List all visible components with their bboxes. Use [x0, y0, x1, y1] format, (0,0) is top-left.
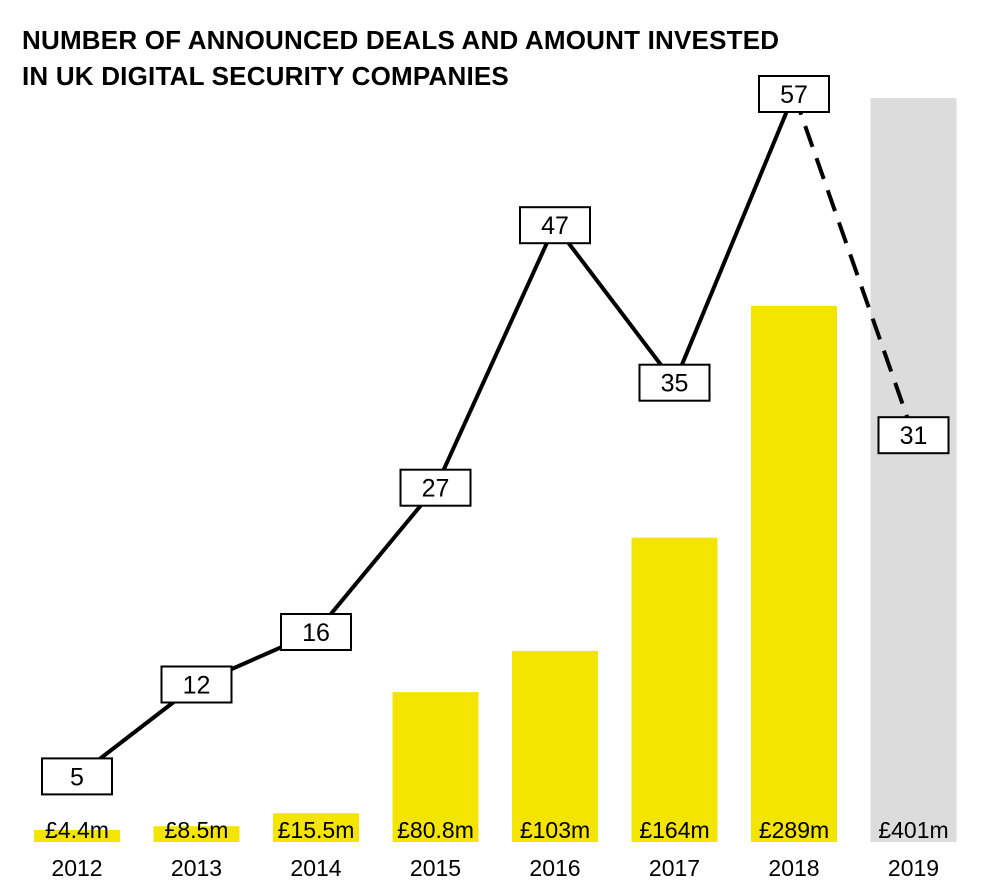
line-segment-2018-2019 — [792, 93, 916, 436]
bar-2018 — [751, 305, 837, 842]
point-box-2015 — [399, 468, 472, 507]
point-box-2017 — [638, 363, 711, 402]
x-tick-2017: 2017 — [649, 855, 700, 881]
chart-title-line-1: NUMBER OF ANNOUNCED DEALS AND AMOUNT INV… — [22, 25, 780, 55]
bar-2019 — [870, 98, 957, 842]
x-tick-2018: 2018 — [768, 855, 819, 881]
bars — [34, 98, 957, 842]
bar-label-2016: £103m — [520, 817, 590, 843]
x-tick-2019: 2019 — [888, 855, 939, 881]
point-2012: 5 — [41, 757, 113, 796]
line-segment-2016-2017 — [553, 223, 677, 384]
point-box-2014 — [280, 613, 352, 651]
point-2016: 47 — [519, 206, 591, 245]
point-box-2016 — [519, 206, 591, 245]
line-segment-2014-2015 — [314, 486, 438, 634]
x-tick-2015: 2015 — [410, 855, 461, 881]
bar-label-2014: £15.5m — [278, 817, 355, 843]
point-label-2017: 35 — [661, 370, 689, 398]
bar-2012 — [34, 830, 120, 842]
bar-label-2015: £80.8m — [397, 817, 474, 843]
point-label-2019: 31 — [900, 422, 928, 450]
point-2014: 16 — [280, 613, 352, 651]
bar-2017 — [631, 537, 718, 842]
bar-2016 — [512, 650, 598, 842]
chart-title-line-2: IN UK DIGITAL SECURITY COMPANIES — [22, 61, 509, 91]
bar-label-2012: £4.4m — [45, 817, 109, 843]
x-tick-2016: 2016 — [529, 855, 580, 881]
bar-2014 — [273, 813, 359, 842]
point-box-2019 — [877, 416, 950, 455]
bar-label-2018: £289m — [759, 817, 829, 843]
point-label-2014: 16 — [302, 619, 330, 647]
line-segment-2015-2016 — [433, 224, 557, 489]
point-2017: 35 — [638, 363, 711, 402]
point-box-2013 — [160, 665, 233, 704]
point-2019: 31 — [877, 416, 950, 455]
bar-label-2019: £401m — [878, 817, 948, 843]
x-tick-2013: 2013 — [171, 855, 222, 881]
x-tick-2014: 2014 — [290, 855, 341, 881]
point-label-2012: 5 — [70, 763, 84, 791]
point-2015: 27 — [399, 468, 472, 507]
point-label-2016: 47 — [541, 212, 569, 240]
x-tick-2012: 2012 — [51, 855, 102, 881]
point-label-2013: 12 — [183, 672, 211, 700]
point-label-2015: 27 — [422, 475, 450, 503]
bar-label-2013: £8.5m — [165, 817, 229, 843]
point-box-2012 — [41, 757, 113, 796]
chart-title: NUMBER OF ANNOUNCED DEALS AND AMOUNT INV… — [22, 22, 782, 94]
bar-2015 — [392, 692, 479, 842]
point-box-2018 — [758, 75, 830, 113]
bar-2013 — [153, 826, 240, 842]
bar-label-2017: £164m — [639, 817, 709, 843]
point-2018: 57 — [758, 75, 830, 113]
point-label-2018: 57 — [780, 81, 808, 109]
point-2013: 12 — [160, 665, 233, 704]
line-segment-2017-2018 — [672, 93, 796, 384]
